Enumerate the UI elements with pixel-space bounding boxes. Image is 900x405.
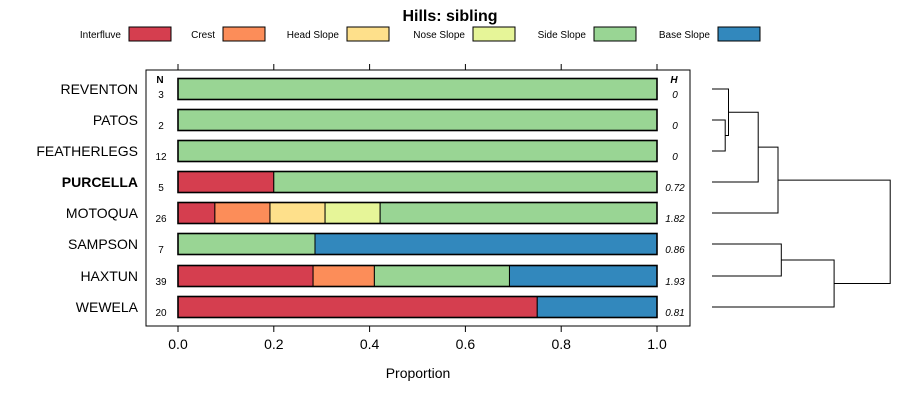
- dendro-link-2: [712, 111, 759, 183]
- x-axis-label: Proportion: [386, 365, 451, 381]
- row-label: PATOS: [93, 112, 138, 128]
- bar-segment-interfluve: [177, 171, 275, 193]
- n-value: 26: [155, 214, 167, 225]
- h-value: 0.86: [665, 245, 685, 256]
- x-tick-label-1: 0.2: [264, 336, 284, 352]
- n-value: 12: [155, 152, 167, 163]
- h-value: 1.82: [665, 214, 685, 225]
- h-value: 0.81: [665, 308, 684, 319]
- dendro-link-5: [712, 259, 835, 308]
- x-tick-label-0: 0.0: [168, 336, 188, 352]
- dendro-link-1: [712, 88, 729, 136]
- bar-segment-side-slope: [177, 109, 658, 131]
- bar-outline: [177, 232, 658, 256]
- legend-swatch-2: [346, 26, 390, 42]
- bar-segment-side-slope: [273, 171, 658, 193]
- dendro-link-6: [778, 179, 891, 284]
- legend-swatch-1: [222, 26, 266, 42]
- legend-label-0: Interfluve: [80, 30, 122, 41]
- bar-segment-base-slope: [536, 296, 658, 318]
- bar-segment-interfluve: [177, 202, 216, 224]
- bar-segment-side-slope: [177, 233, 316, 255]
- h-value: 1.93: [665, 277, 685, 288]
- bar-segment-side-slope: [373, 265, 510, 287]
- n-value: 7: [158, 245, 164, 256]
- bar-row-purcella: PURCELLA 5 0.72: [62, 170, 685, 194]
- chart-title: Hills: sibling: [402, 8, 497, 25]
- bar-row-sampson: SAMPSON 7 0.86: [68, 232, 685, 256]
- legend-swatch-0: [128, 26, 172, 42]
- dendrogram: [712, 88, 891, 308]
- bar-segment-crest: [312, 265, 375, 287]
- h-header: H: [670, 75, 678, 86]
- x-tick-label-3: 0.6: [456, 336, 476, 352]
- h-value: 0: [672, 152, 678, 163]
- dendro-link-3: [712, 146, 779, 214]
- bar-segment-head-slope: [269, 202, 326, 224]
- bar-outline: [177, 170, 658, 194]
- n-value: 3: [158, 90, 164, 101]
- bar-row-reventon: REVENTON 3 0: [60, 77, 678, 101]
- row-label: REVENTON: [60, 81, 138, 97]
- h-value: 0.72: [665, 183, 685, 194]
- row-label: WEWELA: [76, 299, 139, 315]
- h-value: 0: [672, 121, 678, 132]
- n-value: 2: [158, 121, 164, 132]
- n-value: 39: [155, 277, 167, 288]
- x-tick-label-4: 0.8: [551, 336, 571, 352]
- x-tick-label-2: 0.4: [360, 336, 380, 352]
- bar-segment-side-slope: [177, 78, 658, 100]
- bar-segment-side-slope: [177, 140, 658, 162]
- row-label: FEATHERLEGS: [36, 143, 138, 159]
- plot-border: [145, 69, 691, 327]
- dendro-link-4: [712, 243, 782, 277]
- h-value: 0: [672, 90, 678, 101]
- bar-segment-interfluve: [177, 265, 314, 287]
- bar-outline: [177, 108, 658, 132]
- bar-segment-interfluve: [177, 296, 538, 318]
- bar-segment-base-slope: [314, 233, 658, 255]
- bar-segment-side-slope: [379, 202, 658, 224]
- row-label: MOTOQUA: [66, 205, 139, 221]
- legend-label-2: Head Slope: [287, 30, 340, 41]
- legend-swatch-3: [472, 26, 516, 42]
- plot-frame: [145, 64, 691, 327]
- bar-row-patos: PATOS 2 0: [93, 108, 678, 132]
- bar-segment-nose-slope: [324, 202, 381, 224]
- bar-row-wewela: WEWELA 20 0.81: [76, 295, 685, 319]
- legend-swatch-4: [593, 26, 637, 42]
- row-label: SAMPSON: [68, 236, 138, 252]
- bar-outline: [177, 264, 658, 288]
- legend: Interfluve Crest Head Slope Nose Slope Side …: [80, 26, 761, 42]
- bar-segment-base-slope: [508, 265, 658, 287]
- legend-swatch-5: [717, 26, 761, 42]
- n-header: N: [156, 75, 163, 86]
- bar-outline: [177, 139, 658, 163]
- legend-label-1: Crest: [191, 30, 215, 41]
- legend-label-4: Side Slope: [538, 30, 587, 41]
- bar-outline: [177, 201, 658, 225]
- dendro-link-0: [712, 119, 726, 152]
- bar-outline: [177, 77, 658, 101]
- bar-row-haxtun: HAXTUN 39 1.93: [80, 264, 685, 288]
- x-tick-label-5: 1.0: [647, 336, 667, 352]
- bar-row-motoqua: MOTOQUA 26 1.82: [66, 201, 685, 225]
- n-value: 20: [155, 308, 167, 319]
- x-axis: 0.0 0.2 0.4 0.6 0.8 1.0: [168, 326, 667, 352]
- legend-label-3: Nose Slope: [413, 30, 465, 41]
- row-label: PURCELLA: [62, 174, 138, 190]
- row-label: HAXTUN: [80, 268, 138, 284]
- bar-row-featherlegs: FEATHERLEGS 12 0: [36, 139, 678, 163]
- n-value: 5: [158, 183, 164, 194]
- bar-segment-crest: [214, 202, 271, 224]
- legend-label-5: Base Slope: [659, 30, 711, 41]
- bar-outline: [177, 295, 658, 319]
